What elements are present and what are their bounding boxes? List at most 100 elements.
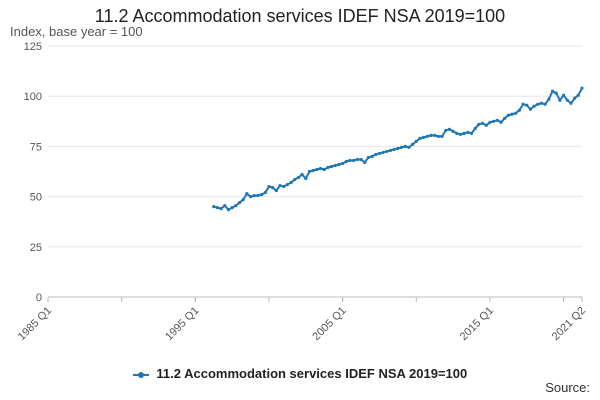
data-point [322, 167, 326, 172]
data-point [499, 120, 503, 124]
data-point [245, 191, 249, 196]
data-point [267, 184, 271, 189]
data-point [230, 206, 234, 210]
data-point [466, 130, 470, 134]
data-point [326, 165, 330, 170]
y-tick-label: 125 [24, 41, 42, 53]
data-point [377, 151, 382, 156]
y-tick-label: 100 [24, 91, 42, 103]
data-point [271, 185, 275, 190]
data-point [234, 204, 238, 208]
data-point [543, 102, 547, 106]
data-point [447, 127, 452, 131]
data-point [444, 128, 448, 132]
data-point [569, 101, 573, 105]
data-point [480, 121, 485, 125]
data-point [385, 149, 389, 154]
data-point [547, 97, 551, 101]
data-point [521, 102, 525, 106]
data-point [333, 163, 337, 168]
data-point [477, 122, 481, 126]
data-point [488, 120, 492, 124]
data-point [337, 162, 341, 167]
data-point [399, 145, 404, 150]
data-point [388, 148, 393, 153]
data-point [469, 131, 474, 135]
data-point [300, 172, 304, 177]
data-point [274, 188, 278, 193]
data-point [418, 136, 422, 140]
data-point [348, 158, 352, 163]
x-tick-label: 2005 Q1 [310, 305, 348, 343]
data-point [219, 207, 223, 211]
y-tick-label: 75 [30, 141, 42, 153]
data-point [403, 144, 407, 148]
data-point [241, 198, 245, 202]
data-point [289, 180, 293, 185]
data-point [252, 193, 256, 198]
data-point [366, 155, 370, 160]
data-point [318, 166, 323, 171]
data-point [425, 134, 429, 138]
data-point [455, 131, 459, 135]
data-point [458, 132, 463, 136]
data-point [484, 123, 488, 127]
data-point [370, 154, 374, 159]
data-point [576, 93, 580, 97]
data-point [248, 195, 253, 199]
y-tick-label: 25 [30, 242, 42, 254]
data-point [315, 167, 319, 172]
data-point [237, 201, 242, 205]
data-point [492, 119, 496, 123]
data-point [263, 190, 267, 195]
data-point [293, 177, 297, 182]
y-axis-unit-label: Index, base year = 100 [10, 24, 143, 39]
x-tick-label: 2015 Q1 [458, 305, 496, 343]
data-point [226, 208, 231, 212]
data-point [344, 159, 348, 164]
data-point [396, 146, 400, 151]
data-point [451, 129, 455, 133]
data-point [311, 168, 315, 173]
legend[interactable]: 11.2 Accommodation services IDEF NSA 201… [0, 366, 600, 381]
data-point [414, 139, 418, 143]
data-point [359, 157, 363, 162]
data-point [473, 126, 477, 130]
data-point [215, 206, 220, 210]
data-point [554, 91, 558, 95]
data-point [517, 108, 521, 112]
data-point [341, 161, 345, 166]
data-point [440, 134, 444, 138]
source-label: Source: [545, 380, 590, 395]
data-point [503, 116, 507, 120]
data-point [558, 98, 562, 102]
data-point [422, 135, 426, 139]
data-point [525, 103, 529, 107]
data-point [550, 89, 555, 93]
data-point [565, 98, 569, 102]
y-tick-label: 0 [36, 292, 42, 304]
data-point [462, 131, 466, 135]
data-point [561, 93, 566, 97]
data-point [223, 204, 227, 208]
data-point [307, 169, 312, 174]
data-point [285, 182, 289, 187]
data-point [212, 205, 216, 209]
data-point [539, 101, 544, 105]
data-point [436, 134, 440, 138]
data-point [429, 133, 433, 137]
data-point [363, 160, 367, 165]
data-point [278, 183, 282, 188]
data-point [536, 102, 540, 106]
data-point [296, 175, 301, 180]
chart-title: 11.2 Accommodation services IDEF NSA 201… [94, 6, 506, 26]
x-tick-label: 1995 Q1 [163, 305, 201, 343]
y-tick-label: 50 [30, 192, 42, 204]
data-point [355, 157, 359, 162]
data-point [433, 133, 437, 137]
data-point [532, 104, 536, 108]
data-point [392, 147, 396, 152]
data-point [260, 192, 264, 197]
legend-label: 11.2 Accommodation services IDEF NSA 201… [156, 366, 468, 381]
